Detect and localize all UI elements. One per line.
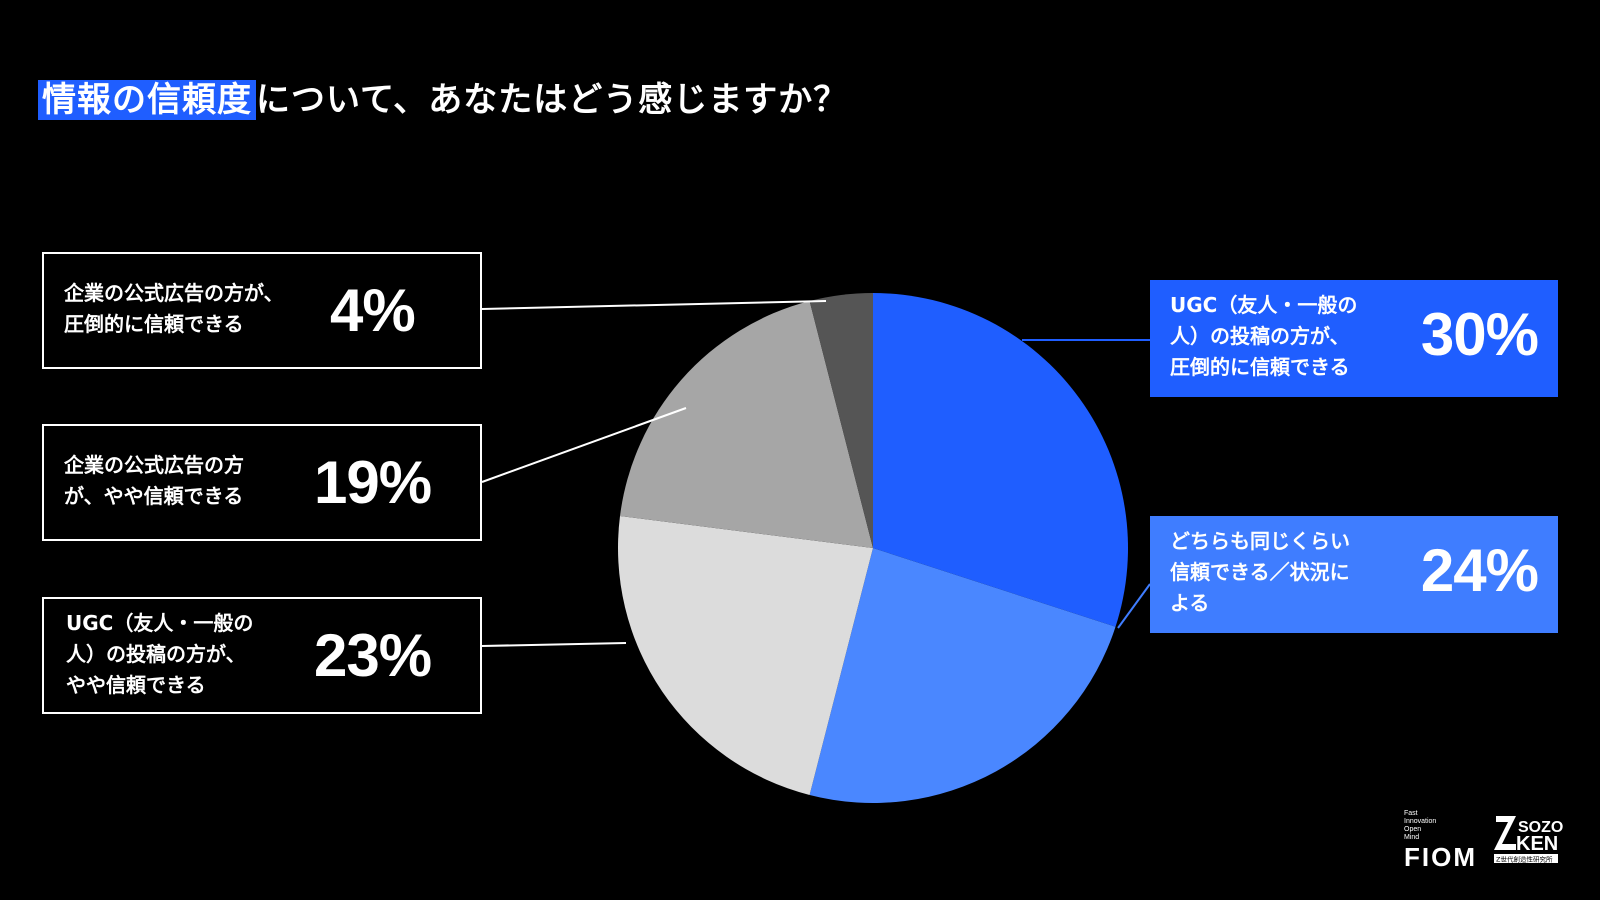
leader-line-ugc-slight (481, 642, 627, 647)
pie-slice-2 (618, 516, 873, 795)
pie-slice-3 (620, 301, 873, 548)
pie-slice-4 (809, 293, 873, 548)
title-highlight: 情報の信頼度 (38, 80, 256, 120)
callout-ugc-slight-value: 23% (314, 622, 432, 689)
pie-slices (618, 293, 1128, 803)
fiom-tagline-4: Mind (1404, 834, 1420, 841)
callout-corp-slight: 企業の公式広告の方 が、やや信頼できる 19% (42, 424, 482, 541)
callout-ugc-strong-value: 30% (1420, 301, 1539, 368)
page-title: 情報の信頼度 について、あなたはどう感じますか？ (38, 74, 848, 126)
zken-top-text: SOZO (1518, 819, 1563, 836)
callout-neutral: どちらも同じくらい 信頼できる／状況に よる 24% (1150, 516, 1558, 633)
leader-line-neutral (1117, 583, 1151, 629)
leader-lines (481, 300, 1151, 647)
sozoken-logo: SOZO KEN Z世代創造性研究所 (1494, 816, 1563, 864)
leader-line-corp-slight (481, 407, 687, 483)
pie-slice-0 (873, 293, 1128, 627)
pie-slice-1 (809, 548, 1116, 803)
fiom-logo: Fast Innovation Open Mind FIOM (1404, 810, 1490, 870)
callout-corp-strong-label: 企業の公式広告の方が、 圧倒的に信頼できる (64, 281, 284, 336)
callout-neutral-value: 24% (1420, 537, 1539, 604)
callout-corp-slight-value: 19% (314, 449, 432, 516)
fiom-tagline-2: Innovation (1404, 818, 1437, 825)
callout-corp-strong-value: 4% (330, 277, 416, 344)
callout-ugc-strong: UGC（友人・一般の 人）の投稿の方が、 圧倒的に信頼できる 30% (1150, 280, 1558, 397)
callout-corp-strong: 企業の公式広告の方が、 圧倒的に信頼できる 4% (42, 252, 482, 369)
zken-caption: Z世代創造性研究所 (1496, 855, 1553, 864)
callout-ugc-slight: UGC（友人・一般の 人）の投稿の方が、 やや信頼できる 23% (42, 597, 482, 714)
fiom-tagline-1: Fast (1404, 810, 1418, 817)
callout-neutral-label: どちらも同じくらい 信頼できる／状況に よる (1170, 529, 1350, 615)
zken-bottom-text: KEN (1516, 833, 1558, 855)
fiom-wordmark: FIOM (1404, 842, 1477, 872)
leader-line-corp-strong (481, 300, 827, 310)
fiom-tagline-3: Open (1404, 826, 1422, 833)
callout-ugc-slight-label: UGC（友人・一般の 人）の投稿の方が、 やや信頼できる (66, 611, 254, 697)
callout-corp-slight-label: 企業の公式広告の方 が、やや信頼できる (64, 453, 244, 508)
zken-caption-box (1494, 854, 1558, 863)
z-mark-icon (1494, 816, 1516, 850)
callout-ugc-strong-label: UGC（友人・一般の 人）の投稿の方が、 圧倒的に信頼できる (1170, 293, 1358, 379)
title-rest: について、あなたはどう感じますか？ (256, 80, 849, 120)
